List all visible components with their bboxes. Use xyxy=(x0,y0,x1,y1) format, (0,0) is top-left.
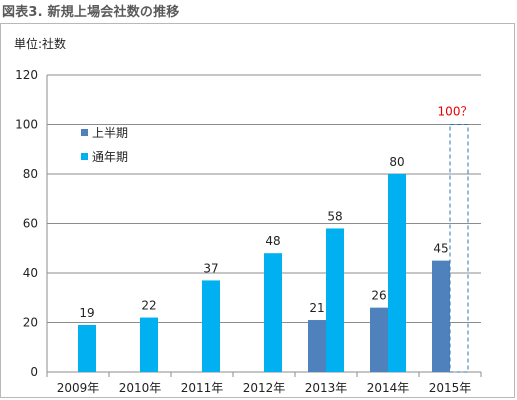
bar xyxy=(264,253,282,372)
data-label: 37 xyxy=(203,261,218,275)
y-tick-label: 80 xyxy=(23,167,38,181)
data-label: 58 xyxy=(327,209,342,223)
y-tick-label: 120 xyxy=(15,68,38,82)
x-tick-label: 2010年 xyxy=(119,381,162,395)
x-tick-label: 2009年 xyxy=(57,381,100,395)
y-tick-label: 100 xyxy=(15,118,38,132)
x-tick-label: 2012年 xyxy=(243,381,286,395)
bar xyxy=(78,324,96,372)
bar xyxy=(326,228,344,372)
legend-label: 上半期 xyxy=(92,126,128,140)
data-label: 48 xyxy=(265,234,280,248)
bar xyxy=(140,317,158,372)
x-tick-label: 2015年 xyxy=(429,381,472,395)
annotation-label: 100？ xyxy=(438,105,473,119)
y-tick-label: 40 xyxy=(23,266,38,280)
x-tick-label: 2014年 xyxy=(367,381,410,395)
data-label: 19 xyxy=(79,306,94,320)
bar xyxy=(202,280,220,372)
data-label: 26 xyxy=(371,289,386,303)
data-label: 80 xyxy=(389,155,404,169)
data-label: 45 xyxy=(433,242,448,256)
legend-label: 通年期 xyxy=(92,150,128,164)
annotation-outline xyxy=(449,124,469,373)
figure-title: 図表3. 新規上場会社数の推移 xyxy=(2,5,180,20)
legend-swatch xyxy=(81,153,88,160)
legend-swatch xyxy=(81,129,88,136)
data-label: 21 xyxy=(309,301,324,315)
bar xyxy=(388,174,406,372)
y-tick-label: 0 xyxy=(30,365,38,379)
y-tick-label: 60 xyxy=(23,217,38,231)
bar xyxy=(432,260,450,372)
bar xyxy=(308,320,326,372)
x-tick-label: 2011年 xyxy=(181,381,224,395)
bar xyxy=(370,307,388,372)
y-tick-label: 20 xyxy=(23,316,38,330)
data-label: 22 xyxy=(141,299,156,313)
x-tick-label: 2013年 xyxy=(305,381,348,395)
unit-label: 単位:社数 xyxy=(14,36,66,51)
